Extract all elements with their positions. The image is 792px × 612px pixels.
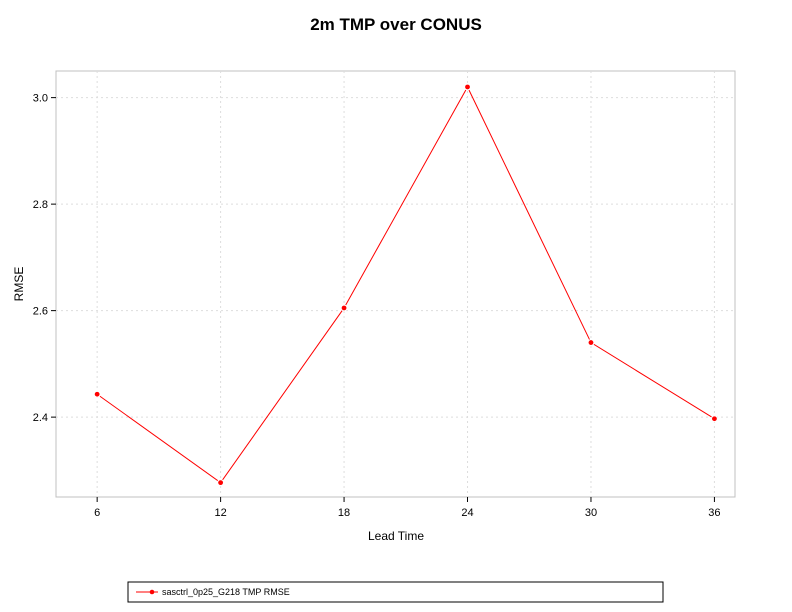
data-point bbox=[94, 391, 100, 397]
x-tick-label: 12 bbox=[214, 507, 226, 519]
legend-item-label: sasctrl_0p25_G218 TMP RMSE bbox=[162, 587, 290, 597]
x-tick-label: 24 bbox=[461, 507, 473, 519]
x-axis-ticks: 6 12 18 24 30 36 bbox=[94, 497, 721, 519]
y-tick-label: 3.0 bbox=[33, 93, 48, 105]
y-axis-ticks: 2.4 2.6 2.8 3.0 bbox=[33, 93, 56, 424]
grid-lines bbox=[56, 71, 735, 497]
series-line bbox=[96, 85, 715, 484]
data-point bbox=[341, 305, 347, 311]
y-tick-label: 2.6 bbox=[33, 306, 48, 318]
data-point bbox=[712, 416, 717, 422]
legend-box bbox=[127, 581, 664, 603]
data-point bbox=[465, 84, 470, 90]
y-axis-label: RMSE bbox=[12, 267, 26, 302]
y-tick-label: 2.8 bbox=[33, 199, 48, 211]
legend-point-marker bbox=[149, 589, 155, 595]
x-axis-label: Lead Time bbox=[368, 529, 424, 543]
legend: sasctrl_0p25_G218 TMP RMSE bbox=[127, 581, 664, 603]
chart-title: 2m TMP over CONUS bbox=[310, 15, 482, 34]
data-point bbox=[218, 480, 224, 486]
data-point bbox=[588, 340, 594, 345]
y-tick-label: 2.4 bbox=[33, 412, 48, 424]
x-tick-label: 36 bbox=[708, 507, 720, 519]
x-tick-label: 6 bbox=[94, 507, 100, 519]
series-group bbox=[93, 83, 718, 487]
plot-frame bbox=[55, 70, 736, 498]
x-tick-label: 30 bbox=[585, 507, 597, 519]
x-tick-label: 18 bbox=[338, 507, 350, 519]
